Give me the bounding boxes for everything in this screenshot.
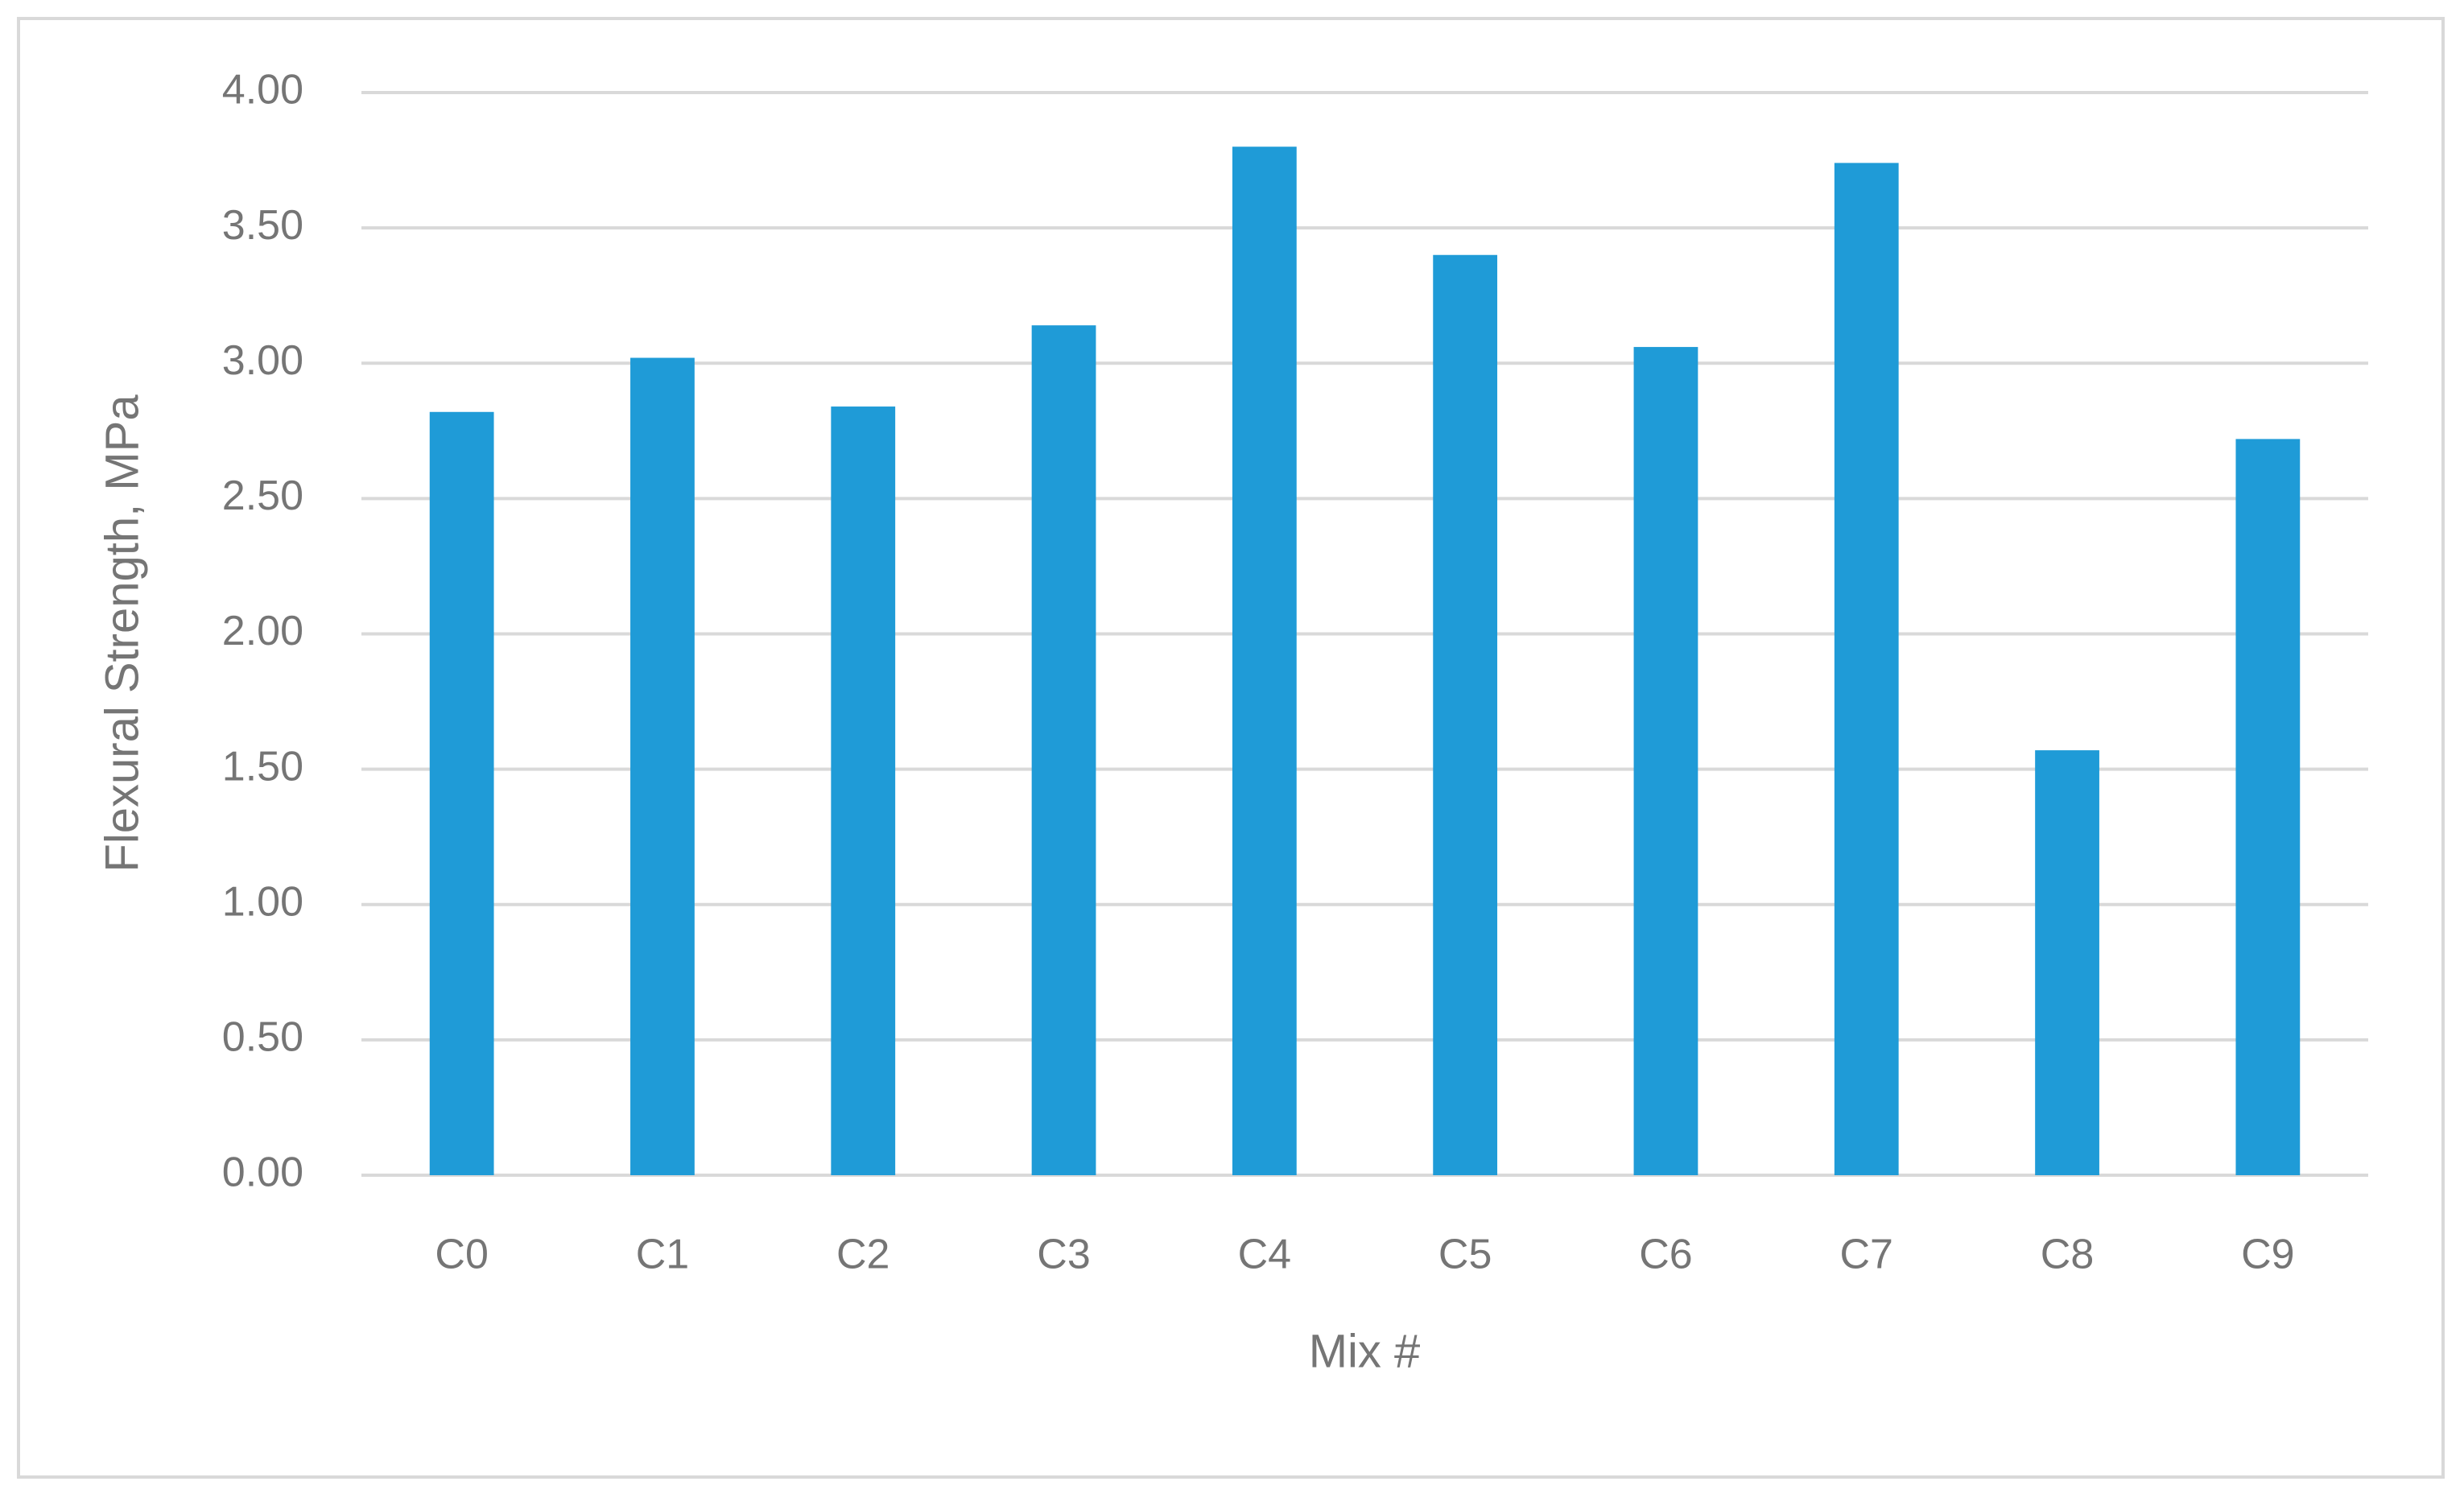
x-tick-label: C3 [1037,1232,1090,1278]
x-tick-label: C6 [1639,1232,1692,1278]
x-tick-label: C2 [836,1232,889,1278]
bar [1232,146,1297,1175]
y-tick-label: 0.50 [222,1014,303,1061]
bar [1031,325,1096,1175]
x-tick-label: C5 [1438,1232,1492,1278]
bar [831,406,896,1175]
y-tick-label: 2.50 [222,472,303,519]
bar [1633,347,1698,1176]
bar [1834,163,1899,1175]
y-tick-label: 0.00 [222,1149,303,1196]
bar [1433,254,1498,1175]
bar [429,411,494,1175]
y-axis-title: Flexural Strength, MPa [96,394,148,873]
x-tick-label: C0 [435,1232,488,1278]
bar [2035,750,2099,1175]
y-tick-label: 3.50 [222,202,303,249]
y-tick-label: 3.00 [222,337,303,384]
y-tick-label: 4.00 [222,67,303,113]
y-tick-label: 1.00 [222,878,303,925]
chart-border [17,17,2445,1479]
x-tick-label: C7 [1840,1232,1893,1278]
bar [2235,439,2301,1175]
y-tick-label: 2.00 [222,608,303,654]
x-tick-label: C4 [1238,1232,1291,1278]
x-tick-label: C8 [2041,1232,2094,1278]
x-tick-label: C9 [2241,1232,2294,1278]
x-axis-title: Mix # [1309,1325,1421,1377]
bar [630,357,695,1175]
x-tick-label: C1 [636,1232,689,1278]
y-tick-label: 1.50 [222,743,303,790]
